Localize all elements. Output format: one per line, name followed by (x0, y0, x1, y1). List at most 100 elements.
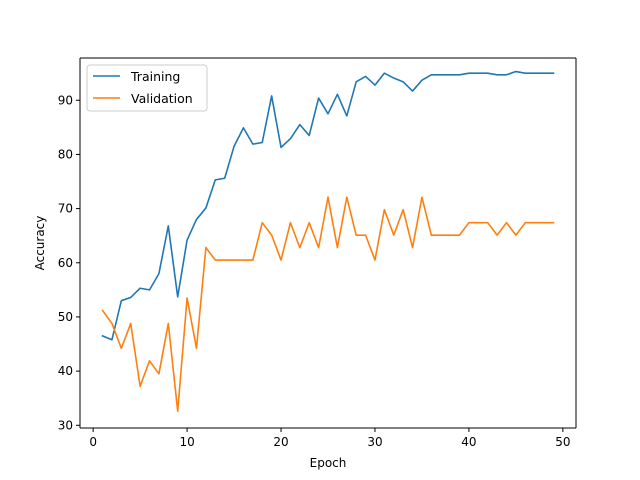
data-point-training (421, 79, 423, 81)
data-point-validation (346, 196, 348, 198)
data-point-validation (374, 259, 376, 261)
data-point-training (186, 239, 188, 241)
data-point-training (290, 138, 292, 140)
y-tick-label: 80 (58, 147, 73, 161)
data-point-validation (177, 410, 179, 412)
data-point-validation (524, 222, 526, 224)
data-point-validation (102, 310, 104, 312)
y-tick-label: 70 (58, 202, 73, 216)
data-point-validation (299, 247, 301, 249)
data-point-training (196, 219, 198, 221)
data-point-training (431, 74, 433, 76)
data-point-training (506, 74, 508, 76)
data-point-validation (121, 348, 123, 350)
series-layer (101, 70, 555, 413)
data-point-training (224, 177, 226, 179)
legend: Training Validation (86, 64, 208, 112)
data-point-training (496, 74, 498, 76)
data-point-validation (158, 373, 160, 375)
data-point-validation (421, 196, 423, 198)
data-point-training (271, 95, 273, 97)
data-point-training (402, 81, 404, 83)
y-tick-label: 40 (58, 364, 73, 378)
data-point-validation (402, 209, 404, 211)
data-point-training (130, 297, 132, 299)
y-tick-label: 60 (58, 256, 73, 270)
data-point-validation (196, 348, 198, 350)
plot-area (80, 58, 576, 428)
data-point-training (553, 72, 555, 74)
data-point-validation (553, 222, 555, 224)
y-tick-label: 90 (58, 93, 73, 107)
data-point-validation (487, 222, 489, 224)
data-point-validation (431, 234, 433, 236)
data-point-training (374, 84, 376, 86)
data-point-validation (440, 234, 442, 236)
data-point-validation (205, 247, 207, 249)
data-point-training (534, 72, 536, 74)
data-point-training (355, 81, 357, 83)
data-point-validation (111, 323, 113, 325)
data-point-training (205, 207, 207, 209)
data-point-validation (224, 259, 226, 261)
data-point-training (299, 124, 301, 126)
data-point-validation (139, 385, 141, 387)
data-point-training (487, 72, 489, 74)
data-point-validation (412, 247, 414, 249)
data-point-validation (365, 234, 367, 236)
series-line-training (101, 70, 555, 341)
data-point-training (337, 94, 339, 96)
data-point-training (280, 147, 282, 149)
data-point-validation (318, 247, 320, 249)
data-point-training (139, 287, 141, 289)
x-tick-label: 0 (89, 435, 97, 449)
data-point-training (515, 71, 517, 73)
data-point-training (102, 335, 104, 337)
data-point-training (524, 72, 526, 74)
data-point-training (365, 76, 367, 78)
x-tick-label: 20 (273, 435, 288, 449)
data-point-validation (355, 234, 357, 236)
data-point-validation (280, 259, 282, 261)
ticks-layer: 0 10 20 30 40 50 30 40 50 60 70 80 90 (58, 93, 571, 449)
data-point-training (158, 273, 160, 275)
data-point-training (346, 115, 348, 117)
data-point-training (149, 289, 151, 291)
y-axis-label: Accuracy (33, 216, 47, 271)
data-point-training (384, 72, 386, 74)
data-point-training (121, 300, 123, 302)
data-point-validation (271, 234, 273, 236)
data-point-validation (233, 259, 235, 261)
data-point-validation (515, 234, 517, 236)
data-point-training (252, 143, 254, 145)
data-point-training (261, 142, 263, 144)
legend-label-validation: Validation (131, 91, 193, 106)
x-axis-label: Epoch (310, 456, 347, 470)
data-point-validation (290, 222, 292, 224)
legend-label-training: Training (130, 69, 180, 84)
data-point-training (543, 72, 545, 74)
data-point-validation (243, 259, 245, 261)
data-point-validation (496, 234, 498, 236)
data-point-validation (261, 222, 263, 224)
y-tick-label: 50 (58, 310, 73, 324)
x-tick-label: 40 (461, 435, 476, 449)
data-point-validation (168, 323, 170, 325)
data-point-validation (449, 234, 451, 236)
data-point-validation (459, 234, 461, 236)
data-point-training (478, 72, 480, 74)
data-point-training (318, 97, 320, 99)
data-point-training (243, 127, 245, 129)
data-point-validation (149, 360, 151, 362)
series-line-validation (101, 196, 555, 413)
data-point-training (177, 296, 179, 298)
data-point-training (168, 225, 170, 227)
data-point-validation (308, 222, 310, 224)
data-point-validation (543, 222, 545, 224)
data-point-training (327, 113, 329, 115)
data-point-validation (393, 234, 395, 236)
data-point-validation (327, 196, 329, 198)
data-point-validation (534, 222, 536, 224)
data-point-training (459, 74, 461, 76)
